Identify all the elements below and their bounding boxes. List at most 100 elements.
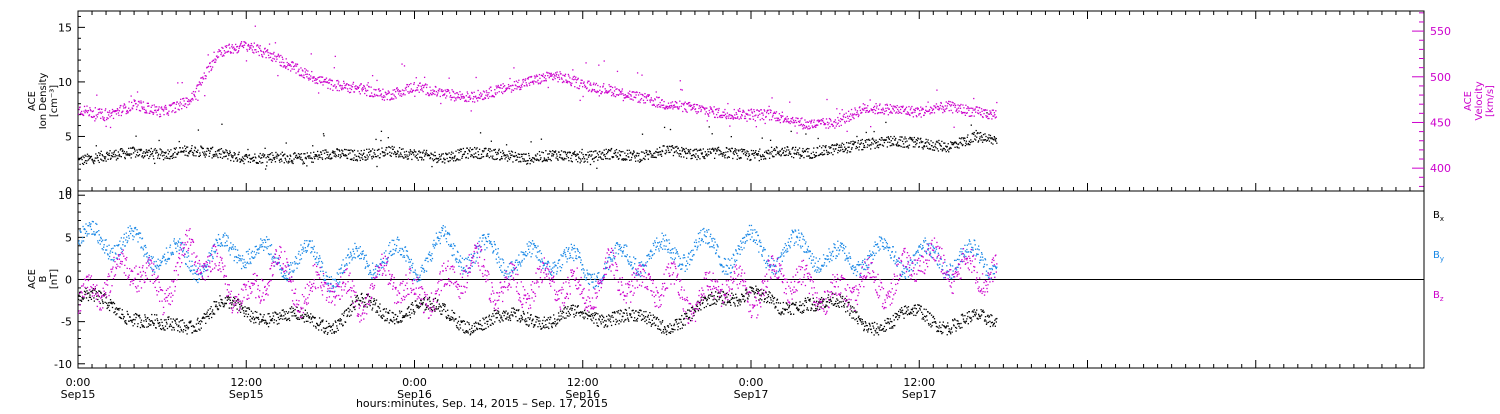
velocity-point	[465, 100, 466, 101]
density-point	[995, 141, 996, 142]
velocity-point	[789, 121, 790, 122]
velocity-point	[411, 88, 412, 89]
velocity-point	[852, 117, 853, 118]
density-point	[834, 144, 835, 145]
bx-point	[374, 300, 375, 301]
density-point	[926, 146, 927, 147]
bx-point	[201, 321, 202, 322]
velocity-point	[160, 116, 161, 117]
velocity-point	[311, 53, 312, 54]
bottom-ytick-label: -10	[54, 358, 72, 371]
velocity-point	[625, 97, 626, 98]
density-point	[838, 150, 839, 151]
velocity-point	[567, 81, 568, 82]
bx-point	[199, 321, 200, 322]
bx-point	[633, 310, 634, 311]
velocity-point	[898, 113, 899, 114]
density-point	[388, 137, 389, 138]
density-point	[474, 147, 475, 148]
density-point	[586, 154, 587, 155]
bx-point	[277, 323, 278, 324]
velocity-point	[125, 106, 126, 107]
velocity-point	[458, 94, 459, 95]
density-point	[572, 161, 573, 162]
velocity-point	[510, 85, 511, 86]
density-point	[753, 150, 754, 151]
velocity-point	[393, 89, 394, 90]
velocity-point	[558, 74, 559, 75]
velocity-point	[724, 115, 725, 116]
density-point	[855, 142, 856, 143]
velocity-point	[370, 96, 371, 97]
velocity-point	[314, 80, 315, 81]
density-point	[492, 157, 493, 158]
density-point	[307, 152, 308, 153]
density-point	[715, 153, 716, 154]
velocity-point	[305, 74, 306, 75]
bx-point	[249, 319, 250, 320]
density-point	[451, 158, 452, 159]
velocity-point	[222, 48, 223, 49]
density-point	[635, 161, 636, 162]
velocity-point	[900, 109, 901, 110]
density-point	[340, 154, 341, 155]
density-point	[897, 142, 898, 143]
bx-point	[336, 325, 337, 326]
density-point	[641, 159, 642, 160]
density-point	[664, 127, 665, 128]
density-point	[462, 156, 463, 157]
bx-point	[457, 322, 458, 323]
density-point	[360, 160, 361, 161]
density-point	[641, 151, 642, 152]
velocity-point	[663, 105, 664, 106]
density-point	[850, 141, 851, 142]
velocity-point	[269, 43, 270, 44]
density-point	[453, 160, 454, 161]
density-point	[158, 154, 159, 155]
density-point	[149, 156, 150, 157]
velocity-point	[509, 88, 510, 89]
velocity-point	[811, 120, 812, 121]
density-point	[485, 148, 486, 149]
density-point	[341, 156, 342, 157]
bx-point	[429, 301, 430, 302]
density-point	[794, 153, 795, 154]
density-point	[187, 146, 188, 147]
density-point	[825, 147, 826, 148]
velocity-point	[164, 106, 165, 107]
velocity-point	[450, 99, 451, 100]
velocity-point	[525, 80, 526, 81]
velocity-point	[835, 122, 836, 123]
density-point	[938, 140, 939, 141]
bx-point	[525, 318, 526, 319]
bx-point	[331, 333, 332, 334]
density-point	[567, 152, 568, 153]
velocity-point	[131, 95, 132, 96]
density-point	[507, 156, 508, 157]
velocity-point	[124, 104, 125, 105]
velocity-point	[872, 112, 873, 113]
density-point	[261, 157, 262, 158]
velocity-point	[978, 113, 979, 114]
density-point	[921, 141, 922, 142]
velocity-point	[176, 104, 177, 105]
density-point	[678, 147, 679, 148]
velocity-point	[554, 76, 555, 77]
density-point	[578, 157, 579, 158]
velocity-point	[284, 65, 285, 66]
density-point	[209, 153, 210, 154]
bx-point	[275, 312, 276, 313]
density-point	[254, 160, 255, 161]
density-point	[163, 155, 164, 156]
velocity-point	[718, 110, 719, 111]
top-right-ytick-label: 450	[1430, 116, 1451, 129]
velocity-point	[892, 112, 893, 113]
velocity-point	[401, 63, 402, 64]
velocity-point	[554, 78, 555, 79]
bx-point	[113, 302, 114, 303]
velocity-point	[305, 71, 306, 72]
velocity-point	[156, 106, 157, 107]
density-point	[527, 163, 528, 164]
density-point	[375, 139, 376, 140]
velocity-point	[414, 82, 415, 83]
